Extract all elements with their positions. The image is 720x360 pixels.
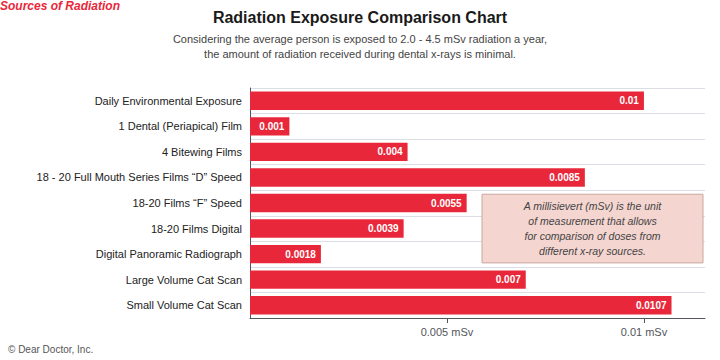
svg-text:0.0039: 0.0039 (368, 223, 399, 234)
svg-text:Small Volume Cat Scan: Small Volume Cat Scan (126, 299, 242, 311)
svg-text:Considering the average person: Considering the average person is expose… (173, 33, 547, 45)
svg-text:the amount of radiation receiv: the amount of radiation received during … (204, 48, 516, 60)
svg-text:18-20 Films Digital: 18-20 Films Digital (151, 223, 242, 235)
svg-text:Daily Environmental Exposure: Daily Environmental Exposure (95, 95, 242, 107)
svg-text:18 - 20 Full Mouth Series Film: 18 - 20 Full Mouth Series Films “D” Spee… (37, 171, 242, 183)
svg-text:4 Bitewing Films: 4 Bitewing Films (162, 146, 243, 158)
svg-text:Large Volume Cat Scan: Large Volume Cat Scan (126, 274, 242, 286)
svg-text:0.001: 0.001 (259, 121, 284, 132)
svg-text:different x-ray sources.: different x-ray sources. (539, 245, 646, 257)
svg-text:18-20 Films “F” Speed: 18-20 Films “F” Speed (133, 197, 242, 209)
svg-text:Digital Panoramic Radiograph: Digital Panoramic Radiograph (96, 248, 242, 260)
svg-text:0.0018: 0.0018 (285, 249, 316, 260)
svg-text:0.005 mSv: 0.005 mSv (421, 326, 474, 338)
svg-text:for comparison of doses from: for comparison of doses from (525, 230, 661, 242)
svg-text:A millisievert (mSv) is the un: A millisievert (mSv) is the unit (523, 200, 662, 212)
svg-text:0.004: 0.004 (378, 146, 403, 157)
svg-text:Radiation Exposure Comparison: Radiation Exposure Comparison Chart (213, 9, 508, 26)
svg-text:0.01 mSv: 0.01 mSv (621, 326, 668, 338)
svg-text:0.0055: 0.0055 (431, 198, 462, 209)
svg-text:© Dear Doctor, Inc.: © Dear Doctor, Inc. (8, 344, 93, 355)
svg-text:Sources of Radiation: Sources of Radiation (0, 0, 120, 13)
svg-text:of measurement that allows: of measurement that allows (528, 215, 657, 227)
svg-text:1 Dental (Periapical) Film: 1 Dental (Periapical) Film (119, 120, 242, 132)
svg-text:0.0107: 0.0107 (636, 300, 667, 311)
svg-text:0.007: 0.007 (496, 274, 521, 285)
svg-text:0.0085: 0.0085 (549, 172, 580, 183)
svg-text:0.01: 0.01 (619, 95, 639, 106)
